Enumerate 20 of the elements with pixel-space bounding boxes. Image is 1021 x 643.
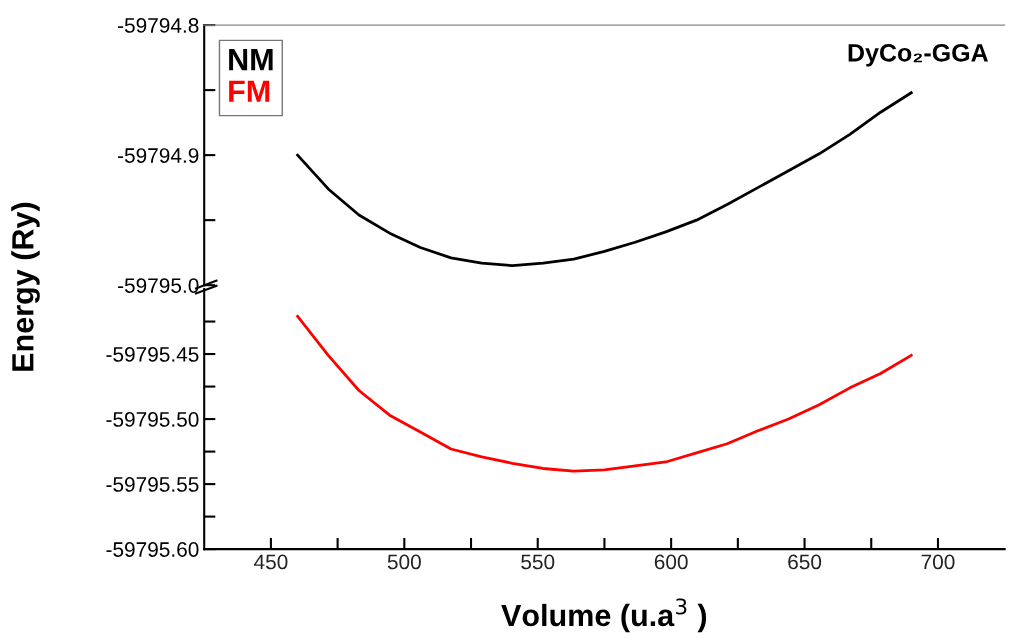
y-tick-label: -59795.0 bbox=[118, 278, 199, 293]
x-tick-label: 500 bbox=[387, 554, 421, 570]
text: NM bbox=[229, 49, 273, 71]
y-tick-label: -59795.50 bbox=[106, 412, 199, 427]
line-series bbox=[296, 314, 913, 473]
x-tick-label: 550 bbox=[521, 554, 555, 570]
x-tick-label: 450 bbox=[254, 554, 288, 570]
x-tick-label: 600 bbox=[654, 554, 688, 570]
y-tick-label: -59794.9 bbox=[118, 148, 199, 163]
x-tick-label: 700 bbox=[921, 554, 955, 570]
legend-label: FM bbox=[229, 80, 270, 102]
y-tick-label: -59795.60 bbox=[106, 542, 199, 557]
line-series bbox=[296, 91, 913, 268]
y-tick-label: -59795.55 bbox=[106, 477, 199, 492]
x-tick-label: 650 bbox=[788, 554, 822, 570]
y-axis-title: Energy (Ry) bbox=[11, 202, 40, 371]
x-axis-title: Volume (u.a$^{3}$ ) bbox=[501, 598, 707, 633]
y-tick-label: -59795.45 bbox=[106, 347, 199, 362]
y-tick-label: -59794.8 bbox=[118, 18, 199, 33]
annotation: DyCo₂-GGA bbox=[848, 43, 988, 67]
